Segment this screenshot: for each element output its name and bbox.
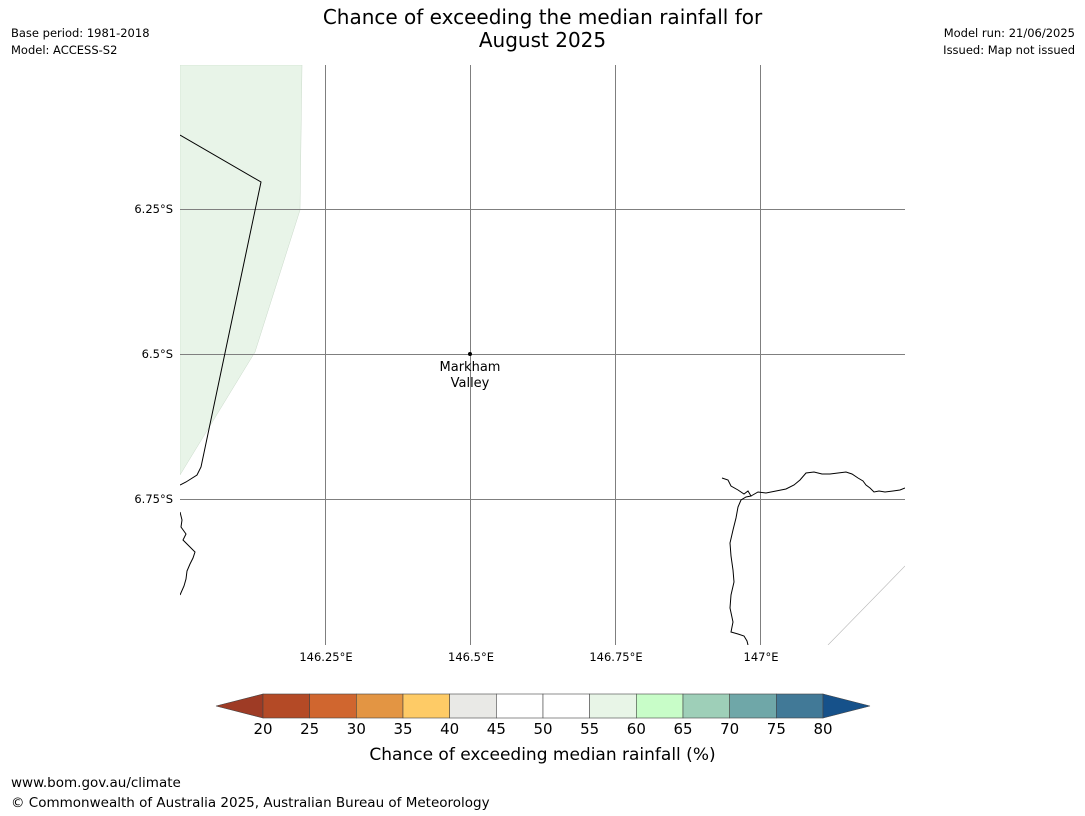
colorbar-tick-label: 70: [720, 720, 740, 738]
colorbar-segment: [262, 693, 310, 719]
lon-label-1465: 146.5°E: [448, 650, 494, 664]
colorbar-tick-label: 50: [533, 720, 553, 738]
lat-label-625: 6.25°S: [134, 202, 173, 216]
colorbar-tick-label: 80: [813, 720, 833, 738]
place-label-line2: Valley: [450, 376, 490, 391]
colorbar-tick-label: 25: [300, 720, 320, 738]
place-label: Markham Valley: [410, 360, 530, 392]
shaded-region-west: [180, 65, 303, 476]
colorbar-tick-label: 30: [346, 720, 366, 738]
place-label-line1: Markham: [439, 360, 501, 375]
coastline-east: [721, 471, 905, 645]
model-run-text: Model run: 21/06/2025: [943, 26, 1075, 40]
lat-label-675: 6.75°S: [134, 492, 173, 506]
footer-copyright: © Commonwealth of Australia 2025, Austra…: [11, 795, 490, 811]
footer-url[interactable]: www.bom.gov.au/climate: [11, 775, 181, 791]
colorbar-tick-label: 55: [580, 720, 600, 738]
boundary-line-southeast: [827, 565, 905, 645]
coastline-west: [180, 511, 196, 596]
meta-left: Base period: 1981-2018 Model: ACCESS-S2: [11, 25, 150, 59]
colorbar-segment: [496, 693, 544, 719]
colorbar-segment: [356, 693, 404, 719]
lat-label-650: 6.5°S: [141, 347, 173, 361]
lon-label-147: 147°E: [743, 650, 779, 664]
boundary-line-west: [180, 134, 262, 486]
colorbar-over-arrow: [822, 693, 871, 719]
map-title-line1: Chance of exceeding the median rainfall …: [322, 5, 763, 29]
colorbar-tick-label: 45: [486, 720, 506, 738]
colorbar-tick-label: 60: [626, 720, 646, 738]
map-title-line2: August 2025: [478, 28, 607, 52]
place-marker-dot[interactable]: [468, 352, 472, 356]
colorbar-segment: [636, 693, 684, 719]
colorbar-tick-label: 75: [766, 720, 786, 738]
gridlines: [180, 65, 905, 645]
colorbar-segment: [589, 693, 637, 719]
colorbar-segment: [682, 693, 730, 719]
model-text: Model: ACCESS-S2: [11, 43, 118, 57]
colorbar-segment: [449, 693, 497, 719]
lon-label-14625: 146.25°E: [299, 650, 353, 664]
colorbar-segment: [542, 693, 590, 719]
colorbar-under-arrow: [215, 693, 264, 719]
colorbar-segment: [729, 693, 777, 719]
colorbar-segment: [402, 693, 450, 719]
colorbar-tick-label: 20: [253, 720, 273, 738]
colorbar-tick-label: 65: [673, 720, 693, 738]
colorbar: [215, 693, 871, 719]
map-title: Chance of exceeding the median rainfall …: [0, 6, 1085, 52]
issued-text: Issued: Map not issued: [943, 43, 1075, 57]
colorbar-tick-label: 35: [393, 720, 413, 738]
colorbar-segment: [776, 693, 824, 719]
base-period-text: Base period: 1981-2018: [11, 26, 150, 40]
colorbar-label: Chance of exceeding median rainfall (%): [369, 745, 716, 765]
meta-right: Model run: 21/06/2025 Issued: Map not is…: [943, 25, 1075, 59]
colorbar-tick-label: 40: [440, 720, 460, 738]
colorbar-segment: [309, 693, 357, 719]
lon-label-14675: 146.75°E: [589, 650, 643, 664]
